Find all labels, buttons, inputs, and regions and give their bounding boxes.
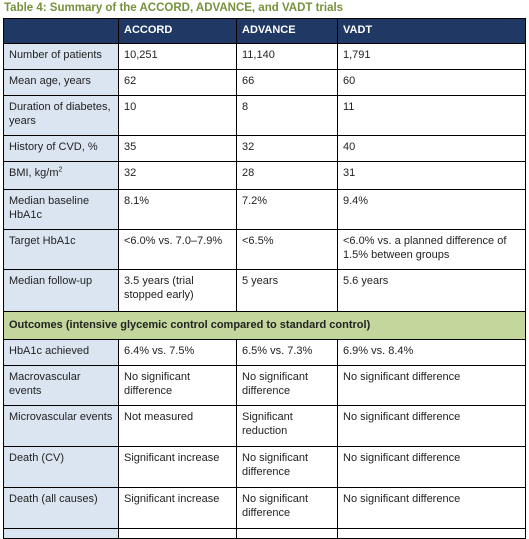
row-label: Number of patients bbox=[3, 43, 119, 70]
row-label: Target HbA1c bbox=[3, 229, 119, 270]
cell: 32 bbox=[118, 161, 237, 190]
row-label: History of CVD, % bbox=[3, 135, 119, 162]
table-row: Death (CV) Significant increase No signifi… bbox=[3, 446, 526, 488]
row-label: Death (all causes) bbox=[3, 487, 119, 529]
row-label: Median follow-up bbox=[3, 269, 119, 312]
cell: Significant reduction bbox=[236, 405, 338, 447]
cell: No significant difference bbox=[236, 446, 338, 488]
section-header: Outcomes (intensive glycemic control com… bbox=[3, 311, 526, 340]
cell: 6.9% vs. 8.4% bbox=[337, 339, 526, 366]
row-label: Death (CV) bbox=[3, 446, 119, 488]
table-row: History of CVD, % 35 32 40 bbox=[3, 135, 526, 162]
table-row: HbA1c achieved 6.4% vs. 7.5% 6.5% vs. 7.3%… bbox=[3, 339, 526, 366]
cell: Not measured bbox=[118, 405, 237, 447]
cell: 28 bbox=[236, 161, 338, 190]
table-row: Macrovascular events No significant diffe… bbox=[3, 365, 526, 406]
cell: 62 bbox=[118, 69, 237, 96]
table-row: Duration of diabetes, years 10 8 11 bbox=[3, 95, 526, 136]
cell: 8 bbox=[236, 95, 338, 136]
cell: <6.0% vs. a planned difference of 1.5% b… bbox=[337, 229, 526, 270]
row-label: Median baseline HbA1c bbox=[3, 189, 119, 230]
cell: 40 bbox=[337, 135, 526, 162]
table-title: Table 4: Summary of the ACCORD, ADVANCE,… bbox=[4, 2, 344, 14]
cell: <6.0% vs. 7.0–7.9% bbox=[118, 229, 237, 270]
row-label: Microvascular events bbox=[3, 405, 119, 447]
cell: No significant difference bbox=[337, 405, 526, 447]
cell: 31 bbox=[337, 161, 526, 190]
cell: 10 bbox=[118, 95, 237, 136]
cell: Significant increase bbox=[118, 446, 237, 488]
row-label: Mean age, years bbox=[3, 69, 119, 96]
cell: 5 years bbox=[236, 269, 338, 312]
cell: 8.1% bbox=[118, 189, 237, 230]
corner-cell bbox=[3, 18, 119, 44]
table-row: Death (all causes) Significant increase No… bbox=[3, 487, 526, 529]
table-row: Median baseline HbA1c 8.1% 7.2% 9.4% bbox=[3, 189, 526, 230]
cell: 5.6 years bbox=[337, 269, 526, 312]
cell: <6.5% bbox=[236, 229, 338, 270]
cell: Significant increase bbox=[118, 487, 237, 529]
table-row: Number of patients 10,251 11,140 1,791 bbox=[3, 43, 526, 70]
table-row: Median follow-up 3.5 years (trial stopped… bbox=[3, 269, 526, 312]
cell: 6.4% vs. 7.5% bbox=[118, 339, 237, 366]
column-header: ADVANCE bbox=[236, 18, 338, 44]
cell: 11 bbox=[337, 95, 526, 136]
cell: 32 bbox=[236, 135, 338, 162]
label-text: BMI, kg/m bbox=[9, 167, 59, 179]
summary-table: ACCORD ADVANCE VADT Number of patients 10,25… bbox=[3, 18, 526, 539]
cell: No significant difference bbox=[236, 365, 338, 406]
table-body: ACCORD ADVANCE VADT Number of patients 10,25… bbox=[3, 18, 526, 539]
cell: No significant difference bbox=[118, 365, 237, 406]
cell: 11,140 bbox=[236, 43, 338, 70]
row-label: HbA1c achieved bbox=[3, 339, 119, 366]
cell: 3.5 years (trial stopped early) bbox=[118, 269, 237, 312]
cell: 35 bbox=[118, 135, 237, 162]
cell: 1,791 bbox=[337, 43, 526, 70]
table-row: Mean age, years 62 66 60 bbox=[3, 69, 526, 96]
column-header: VADT bbox=[337, 18, 526, 44]
cell: No significant difference bbox=[236, 487, 338, 529]
cell: 66 bbox=[236, 69, 338, 96]
superscript: 2 bbox=[58, 166, 63, 174]
table-row: Microvascular events Not measured Signific… bbox=[3, 405, 526, 447]
section-row: Outcomes (intensive glycemic control com… bbox=[3, 311, 526, 340]
table-row: Target HbA1c <6.0% vs. 7.0–7.9% <6.5% <6.0%… bbox=[3, 229, 526, 270]
table-row: BMI, kg/m2 32 28 31 bbox=[3, 161, 526, 190]
cell: 9.4% bbox=[337, 189, 526, 230]
cell: 10,251 bbox=[118, 43, 237, 70]
cell: 6.5% vs. 7.3% bbox=[236, 339, 338, 366]
row-label: Duration of diabetes, years bbox=[3, 95, 119, 136]
cell: 7.2% bbox=[236, 189, 338, 230]
cell: 60 bbox=[337, 69, 526, 96]
cell: No significant difference bbox=[337, 487, 526, 529]
cell: No significant difference bbox=[337, 365, 526, 406]
row-label: BMI, kg/m2 bbox=[3, 161, 119, 190]
column-header: ACCORD bbox=[118, 18, 237, 44]
header-row: ACCORD ADVANCE VADT bbox=[3, 18, 526, 44]
cell: No significant difference bbox=[337, 446, 526, 488]
row-label: Macrovascular events bbox=[3, 365, 119, 406]
